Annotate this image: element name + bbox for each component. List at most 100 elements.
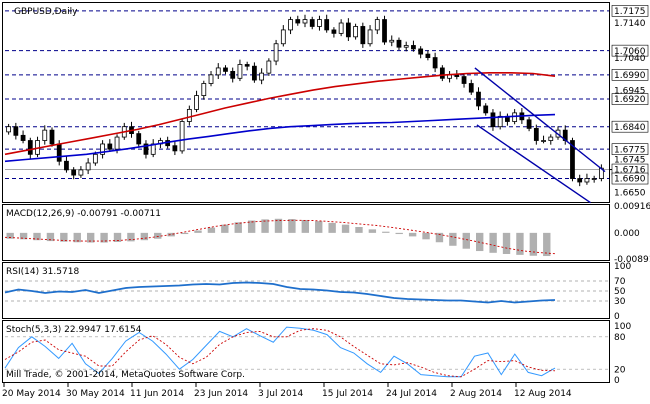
candle-body (172, 145, 178, 152)
candle-body (194, 95, 199, 110)
candle-body (483, 105, 489, 114)
price-axis-label: 1.6650 (614, 189, 646, 199)
price-tag-box (611, 143, 649, 155)
candle-body (143, 143, 149, 155)
price-tag-box (611, 44, 649, 57)
price-axis-label: 1.7060 (614, 47, 646, 57)
candle-body (439, 67, 445, 79)
candle-body (295, 19, 301, 24)
macd-histogram-bar (502, 232, 511, 254)
candle-body (541, 140, 546, 142)
macd-histogram-bar (516, 232, 524, 255)
candle-body (360, 26, 366, 45)
macd-histogram-bar (60, 232, 68, 242)
macd-histogram-bar (46, 232, 55, 242)
candle-body (64, 160, 69, 171)
candle-body (526, 119, 532, 129)
rsi-panel (2, 262, 610, 319)
macd-histogram-bar (408, 232, 417, 237)
candle-body (374, 19, 380, 31)
macd-histogram-bar (543, 232, 551, 257)
price-axis-label: 1.6775 (614, 145, 646, 155)
stoch-axis-label: 0 (614, 376, 620, 386)
macd-histogram-bar (154, 232, 162, 239)
macd-histogram-bar (33, 232, 41, 241)
rsi-axis-label: 30 (614, 297, 626, 307)
candle-body (244, 64, 250, 67)
ma-slow-line (4, 113, 556, 163)
candle-body (403, 45, 409, 48)
price-axis-label: 1.7040 (614, 54, 646, 64)
macd-histogram-bar (368, 229, 377, 233)
price-tag-box (611, 69, 649, 81)
macd-histogram-bar (140, 232, 149, 241)
price-axis-label: 1.7140 (614, 19, 646, 29)
macd-histogram-bar (113, 232, 122, 242)
macd-histogram-bar (6, 232, 14, 239)
macd-histogram-bar (355, 227, 363, 233)
ma-fast-line (4, 72, 556, 156)
stoch-panel-title: Stoch(5,3,3) 22.9947 17.6154 (6, 325, 142, 335)
candle-body (78, 169, 84, 176)
candle-body (309, 19, 315, 27)
candle-body (353, 26, 358, 38)
candle-body (476, 91, 481, 107)
price-axis-label: 1.6716 (614, 166, 646, 176)
candle-body (208, 74, 214, 84)
candle-body (266, 60, 272, 74)
price-tag-box (611, 5, 649, 17)
candle-body (317, 19, 322, 27)
candle-body (411, 45, 416, 50)
macd-histogram-bar (207, 227, 216, 233)
macd-histogram-bar (261, 219, 269, 233)
candle-body (49, 129, 55, 145)
candle-body (273, 43, 279, 62)
macd-histogram-bar (180, 232, 189, 235)
stoch-axis-label: 100 (614, 322, 631, 332)
macd-panel-title: MACD(12,26,9) -0.00791 -0.00711 (6, 209, 161, 219)
candle-body (114, 136, 120, 150)
candle-body (548, 136, 554, 141)
candle-body (13, 126, 19, 136)
channel-lower-line (476, 124, 591, 204)
price-axis-label: 1.6745 (614, 156, 646, 166)
stoch-main-line (4, 326, 556, 378)
price-axis-label: 1.6690 (614, 175, 646, 185)
candle-body (215, 67, 221, 76)
rsi-axis-label: 100 (614, 262, 631, 272)
price-panel-title: GBPUSD,Daily (14, 7, 78, 17)
candle-body (237, 64, 243, 79)
macd-histogram-bar (422, 232, 430, 240)
price-axis-label: 1.6945 (614, 87, 646, 97)
macd-histogram-bar (435, 232, 444, 243)
candle-body (454, 74, 460, 77)
candle-body (425, 53, 431, 58)
candle-body (100, 143, 105, 155)
macd-histogram-bar (301, 219, 309, 233)
candle-body (20, 134, 26, 141)
macd-histogram-bar (221, 224, 229, 233)
candle-body (288, 19, 293, 31)
stoch-panel (2, 320, 610, 383)
candle-body (324, 19, 330, 31)
macd-histogram-bar (328, 222, 336, 233)
macd-histogram-bar (247, 220, 256, 233)
rsi-panel-title: RSI(14) 31.5718 (6, 267, 79, 277)
candle-body (367, 29, 373, 45)
candle-body (468, 83, 474, 93)
candle-body (179, 121, 185, 152)
candle-body (280, 29, 286, 45)
price-axis-label: 1.6840 (614, 123, 646, 133)
date-axis-label: 24 Jul 2014 (386, 389, 437, 399)
channel-upper-line (474, 67, 606, 173)
macd-histogram-bar (529, 232, 538, 256)
rsi-line (4, 281, 556, 304)
candle-body (338, 22, 344, 34)
candle-body (92, 153, 98, 164)
macd-histogram-bar (449, 232, 457, 246)
date-axis-label: 12 Aug 2014 (514, 389, 572, 399)
date-axis-label: 2 Aug 2014 (450, 389, 502, 399)
candle-body (345, 22, 351, 38)
